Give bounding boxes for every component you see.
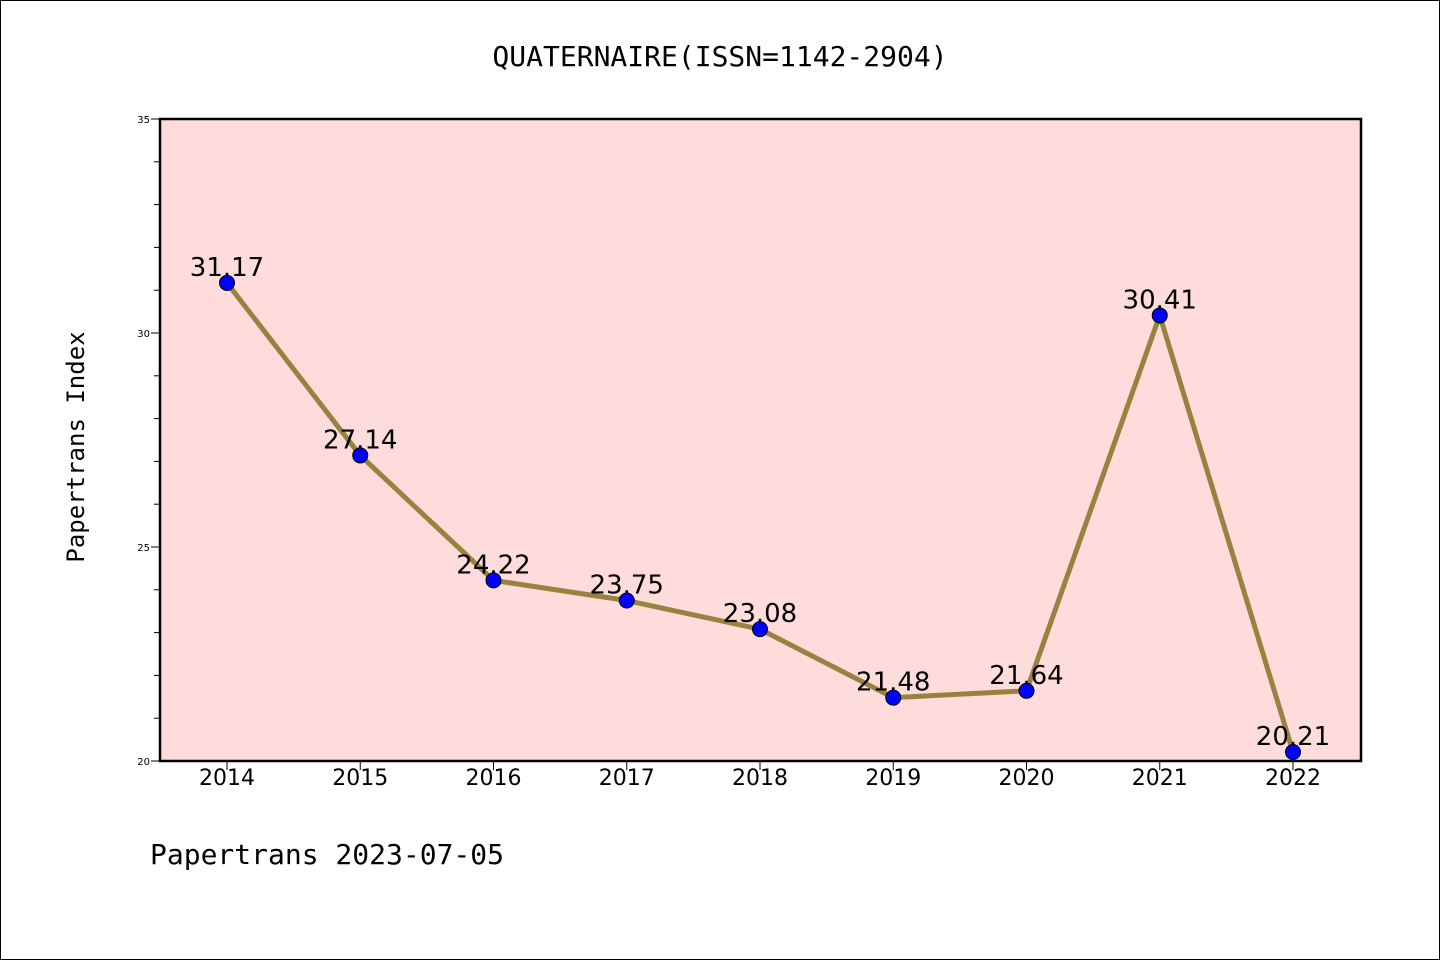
x-tick-label: 2018 [732,766,788,791]
data-label: 23.75 [590,571,664,601]
footer-date: Papertrans 2023-07-05 [150,838,504,871]
y-axis-label: Papertrans Index [62,331,90,562]
data-label: 31.17 [190,253,264,283]
x-tick-label: 2021 [1132,766,1188,791]
x-tick-label: 2019 [865,766,921,791]
data-point [352,447,369,464]
y-tick-label: 35 [137,115,150,126]
x-tick-label: 2014 [199,766,255,791]
y-tick-label: 30 [137,329,150,340]
data-point [219,274,235,291]
data-label: 20.21 [1256,722,1330,752]
data-label: 27.14 [323,425,397,455]
data-point [485,572,502,589]
series-group: 31.17 27.14 24.22 23.75 23.08 21.48 21.64 30.41… [190,253,1330,761]
data-point [1151,307,1168,324]
data-label: 21.64 [989,661,1063,691]
data-point [1285,744,1301,761]
data-point [752,621,768,638]
x-tick-label: 2016 [466,766,522,791]
y-tick-label: 25 [137,543,150,554]
data-point [1018,682,1035,699]
x-tick-label: 2017 [599,766,655,791]
y-axis: 20 25 30 35 [137,115,160,768]
chart-title: QUATERNAIRE(ISSN=1142-2904) [492,40,947,73]
data-label: 24.22 [456,550,530,580]
data-point [618,592,635,609]
plot-area [158,117,1363,763]
y-tick-label: 20 [137,757,150,768]
data-label: 21.48 [856,668,930,698]
x-tick-label: 2022 [1265,766,1321,791]
x-tick-label: 2020 [999,766,1055,791]
data-label: 23.08 [723,599,797,629]
x-tick-label: 2015 [332,766,388,791]
data-point [885,689,902,706]
x-axis: 2014 2015 2016 2017 2018 2019 2020 2021 2022 [199,761,1321,791]
data-label: 30.41 [1123,285,1197,315]
